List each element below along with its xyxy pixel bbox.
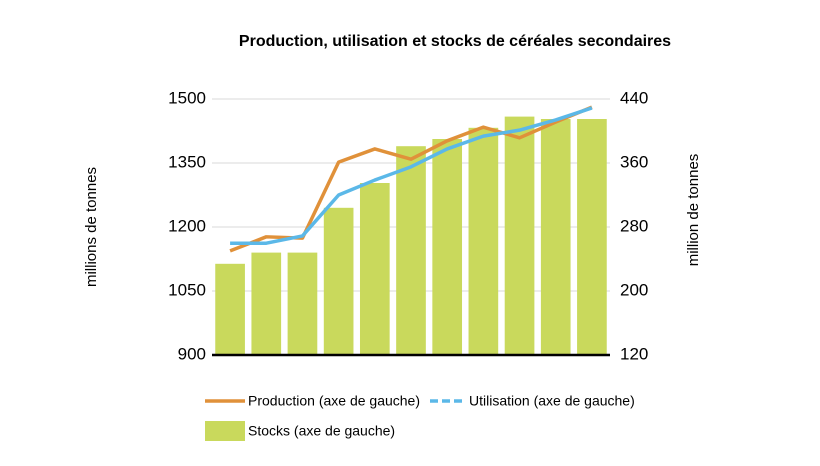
line [230,106,593,245]
y-tick-label: 1500 [168,88,206,107]
y2-tick-label: 200 [620,280,648,299]
y-tick-label: 900 [178,344,206,363]
y2-axis-title: million de tonnes [685,154,702,267]
y-tick-label: 1050 [168,280,206,299]
bar [540,119,571,355]
bar [251,252,282,355]
bar [287,252,318,355]
bar [468,127,499,355]
legend-label: Stocks (axe de gauche) [248,423,395,439]
y-tick-label: 1350 [168,152,206,171]
y2-tick-label: 360 [620,152,648,171]
bar [215,263,245,355]
bar [504,116,535,355]
legend-label: Production (axe de gauche) [248,393,420,409]
bar [359,183,390,355]
bar [432,139,463,355]
legend-swatch [205,421,245,441]
legend-label: Utilisation (axe de gauche) [469,393,635,409]
bar [396,146,426,355]
y2-tick-label: 280 [620,216,648,235]
y2-tick-label: 440 [620,88,648,107]
y2-tick-label: 120 [620,344,648,363]
bar [323,207,354,355]
y-tick-label: 1200 [168,216,206,235]
y-axis-title: millions de tonnes [83,167,100,287]
bar [577,119,607,355]
chart-title: Production, utilisation et stocks de cér… [239,33,671,50]
